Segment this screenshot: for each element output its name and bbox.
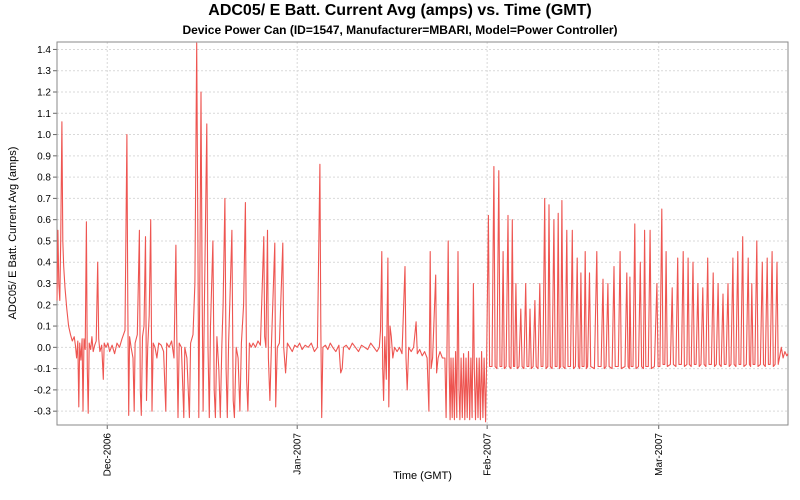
x-tick-label: Dec-2006 xyxy=(103,433,114,477)
y-tick-label: 1.1 xyxy=(37,109,51,120)
y-tick-label: 0.3 xyxy=(37,279,51,290)
chart-subtitle: Device Power Can (ID=1547, Manufacturer=… xyxy=(182,23,618,37)
y-tick-label: 1.2 xyxy=(37,88,51,99)
y-tick-label: -0.2 xyxy=(34,385,52,396)
chart-title: ADC05/ E Batt. Current Avg (amps) vs. Ti… xyxy=(208,2,592,19)
x-tick-label: Mar-2007 xyxy=(654,433,665,476)
y-tick-label: 0.6 xyxy=(37,215,51,226)
y-tick-label: 0.0 xyxy=(37,343,51,354)
y-tick-label: 1.3 xyxy=(37,66,51,77)
y-tick-label: 1.4 xyxy=(37,45,51,56)
y-tick-label: 0.7 xyxy=(37,194,51,205)
y-tick-label: 0.5 xyxy=(37,236,51,247)
y-tick-label: 1.0 xyxy=(37,130,51,141)
y-tick-label: 0.9 xyxy=(37,151,51,162)
y-tick-label: 0.2 xyxy=(37,300,51,311)
x-tick-label: Jan-2007 xyxy=(293,433,304,475)
y-tick-label: 0.8 xyxy=(37,173,51,184)
x-tick-label: Feb-2007 xyxy=(483,433,494,476)
y-tick-label: 0.4 xyxy=(37,258,51,269)
y-tick-label: 0.1 xyxy=(37,322,51,333)
y-tick-label: -0.3 xyxy=(34,407,52,418)
y-tick-label: -0.1 xyxy=(34,364,52,375)
x-axis-title: Time (GMT) xyxy=(393,470,452,482)
plot-border xyxy=(56,41,789,426)
series-line xyxy=(56,42,789,423)
